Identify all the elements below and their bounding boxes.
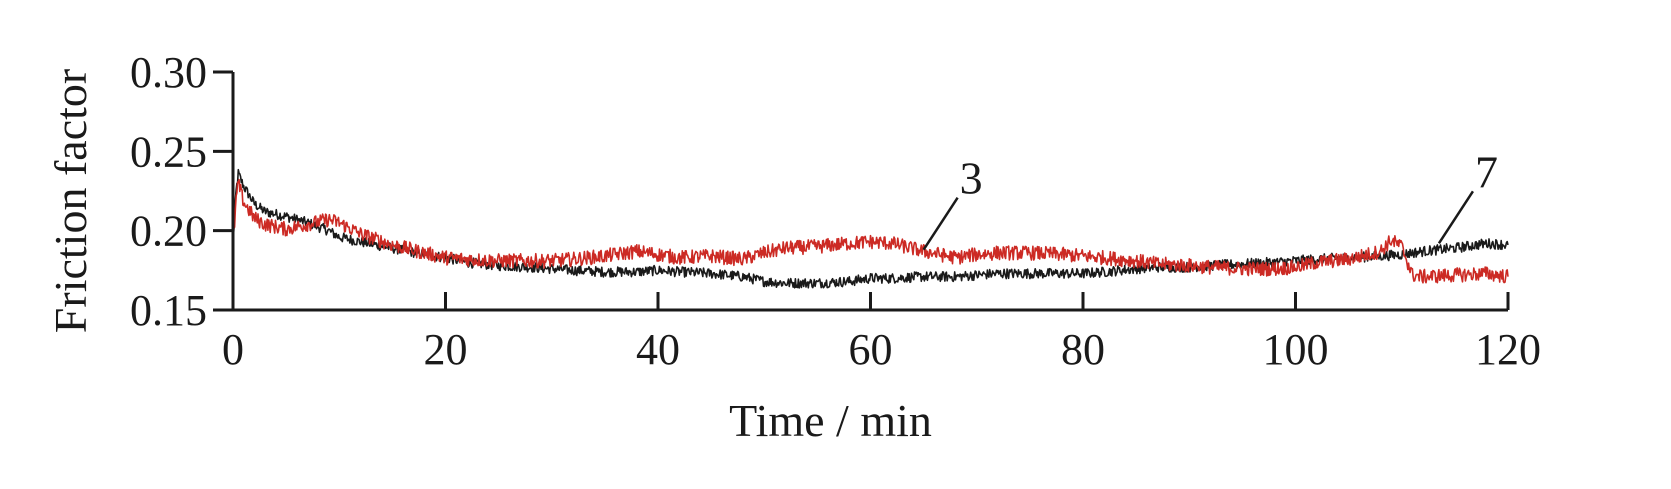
series-line-7 <box>232 168 1509 289</box>
series-line-3 <box>232 178 1509 284</box>
y-tick-label: 0.15 <box>130 286 207 335</box>
annotation-label-7: 7 <box>1475 146 1498 197</box>
x-tick-label: 60 <box>849 325 893 374</box>
x-tick-label: 100 <box>1263 325 1329 374</box>
x-tick-label: 40 <box>636 325 680 374</box>
series-layer <box>232 168 1509 289</box>
y-axis-title: Friction factor <box>45 69 96 333</box>
annotation-leader-3 <box>922 197 959 251</box>
x-tick-label: 0 <box>222 325 244 374</box>
y-tick-label: 0.25 <box>130 127 207 176</box>
y-tick-label: 0.20 <box>130 207 207 256</box>
annotation-label-3: 3 <box>960 153 983 204</box>
x-tick-label: 20 <box>424 325 468 374</box>
x-axis-title: Time / min <box>729 395 932 446</box>
x-tick-label: 80 <box>1061 325 1105 374</box>
annotation-layer: 73 <box>922 146 1498 251</box>
ticks-layer: 0.15 0.20 0.25 0.30 0 20 40 60 80 100 120 <box>130 48 1541 374</box>
y-tick-label: 0.30 <box>130 48 207 97</box>
annotation-leader-7 <box>1437 190 1474 245</box>
x-tick-label: 120 <box>1475 325 1541 374</box>
